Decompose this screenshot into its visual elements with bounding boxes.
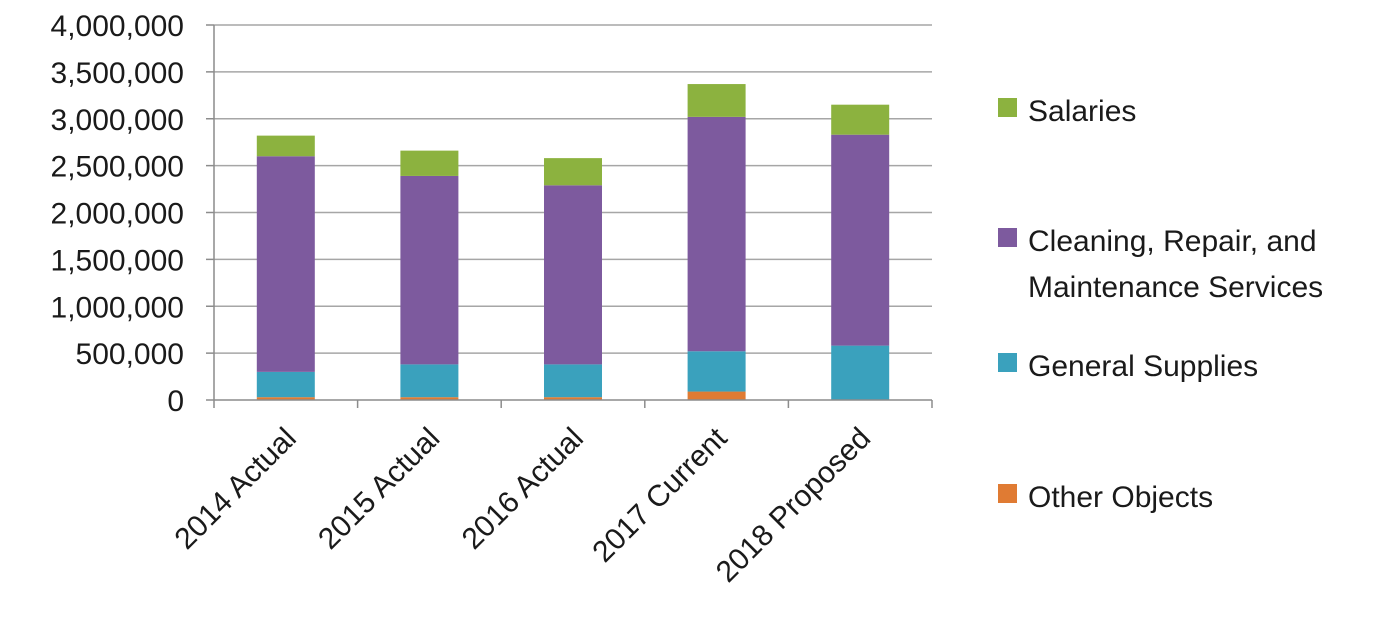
y-tick-label: 4,000,000 [51, 10, 184, 43]
legend-item-salaries: Salaries [998, 95, 1136, 128]
legend-item-other-objects: Other Objects [998, 481, 1213, 514]
legend-swatch [998, 353, 1017, 372]
bar-general-supplies-2015-actual [400, 364, 459, 398]
legend-swatch [998, 98, 1017, 117]
x-tick-label: 2016 Actual [456, 422, 590, 556]
bar-salaries-2017-current [687, 84, 746, 117]
legend-label: Maintenance Services [1028, 271, 1323, 304]
y-tick-label: 500,000 [76, 338, 184, 371]
bar-other-objects-2016-actual [544, 397, 602, 400]
y-tick-label: 1,000,000 [51, 291, 184, 324]
bar-cleaning-repair-and-maintenance-services-2014-actual [256, 156, 315, 372]
x-tick-label: 2015 Actual [312, 422, 446, 556]
legend-swatch [998, 228, 1017, 247]
bar-salaries-2018-proposed [831, 104, 890, 135]
bar-general-supplies-2014-actual [256, 371, 315, 398]
y-tick-label: 3,500,000 [51, 57, 184, 90]
bar-salaries-2014-actual [256, 135, 315, 157]
legend-label: Cleaning, Repair, and [1028, 225, 1317, 258]
y-tick-label: 3,000,000 [51, 104, 184, 137]
bar-other-objects-2017-current [687, 391, 746, 400]
y-tick-label: 0 [167, 385, 184, 418]
bar-cleaning-repair-and-maintenance-services-2018-proposed [831, 134, 890, 346]
x-tick-label: 2018 Proposed [710, 422, 877, 589]
legend-label: Salaries [1028, 95, 1136, 128]
bar-other-objects-2014-actual [256, 397, 315, 400]
bar-general-supplies-2018-proposed [831, 345, 890, 400]
legend-item-general-supplies: General Supplies [998, 350, 1258, 383]
bar-other-objects-2015-actual [400, 397, 459, 400]
legend: Salaries Cleaning, Repair, and Maintenance… [998, 95, 1323, 514]
y-axis-ticks: 0 500,000 1,000,000 1,500,000 2,000,000 2,500… [51, 10, 184, 418]
legend-label: General Supplies [1028, 350, 1258, 383]
bar-cleaning-repair-and-maintenance-services-2017-current [687, 116, 746, 352]
bar-cleaning-repair-and-maintenance-services-2015-actual [400, 175, 459, 365]
y-tick-label: 2,500,000 [51, 151, 184, 184]
x-tick-label: 2017 Current [586, 421, 734, 569]
bar-cleaning-repair-and-maintenance-services-2016-actual [544, 185, 602, 365]
bars [256, 84, 890, 400]
y-tick-label: 2,000,000 [51, 198, 184, 231]
legend-item-cleaning-repair-and-maintenance-services: Cleaning, Repair, and Maintenance Service… [998, 225, 1323, 304]
y-tick-label: 1,500,000 [51, 244, 184, 277]
bar-salaries-2016-actual [544, 158, 602, 186]
legend-label: Other Objects [1028, 481, 1213, 514]
legend-swatch [998, 484, 1017, 503]
bar-general-supplies-2016-actual [544, 364, 602, 398]
bar-general-supplies-2017-current [687, 351, 746, 392]
axes [206, 24, 933, 408]
x-tick-label: 2014 Actual [169, 422, 303, 556]
bar-salaries-2015-actual [400, 150, 459, 176]
